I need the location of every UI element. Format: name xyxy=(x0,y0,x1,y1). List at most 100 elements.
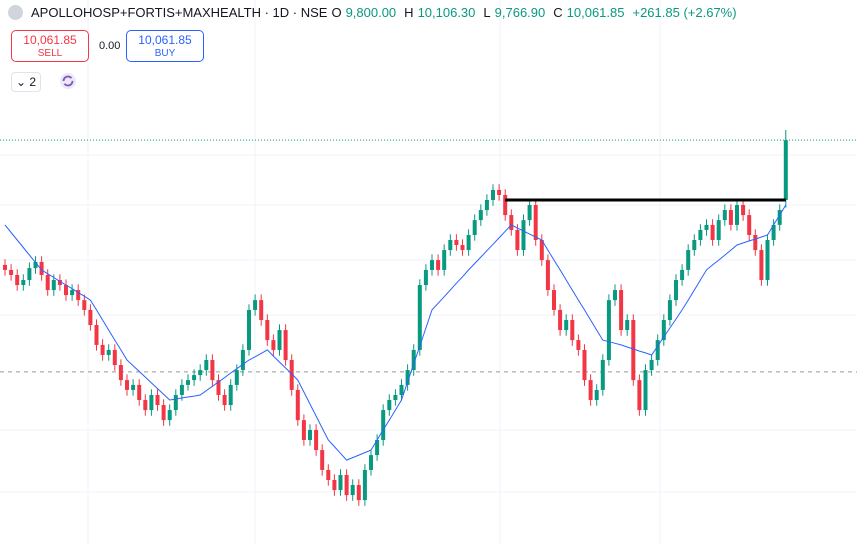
candle-body xyxy=(240,349,245,371)
candle-body xyxy=(33,261,38,269)
ohlc-value: 9,800.00 xyxy=(345,5,397,20)
candle-body xyxy=(9,269,14,275)
candle-body xyxy=(552,290,556,310)
candle-body xyxy=(167,410,172,421)
candle-body xyxy=(222,394,227,406)
candle-body xyxy=(51,280,56,291)
candle-body xyxy=(771,224,776,240)
candle-body xyxy=(94,325,99,345)
candle-body xyxy=(283,330,288,360)
ohlc-value: 9,766.90 xyxy=(494,5,546,20)
candle-body xyxy=(173,394,178,411)
candle-body xyxy=(430,260,434,270)
candle-body xyxy=(484,200,489,211)
sync-ring xyxy=(62,75,74,87)
candle-body xyxy=(631,320,636,381)
candle-body xyxy=(186,380,190,385)
candle-body xyxy=(106,349,111,355)
buy-label: BUY xyxy=(154,48,176,59)
candle-body xyxy=(100,344,105,355)
candle-body xyxy=(661,320,666,341)
candle-body xyxy=(216,380,221,395)
candle-body xyxy=(210,360,215,381)
candle-body xyxy=(70,290,75,296)
ohlc-key: C xyxy=(553,5,563,20)
symbol-logo xyxy=(8,5,23,20)
buy-button[interactable]: 10,061.85 BUY xyxy=(126,30,204,62)
candle-body xyxy=(606,300,611,360)
candle-body xyxy=(192,375,197,381)
candle-body xyxy=(76,290,81,301)
candle-body xyxy=(637,380,642,411)
candle-body xyxy=(588,380,593,400)
candle-body xyxy=(497,189,502,195)
ohlc-value: 10,061.85 xyxy=(566,5,625,20)
candle-body xyxy=(582,349,587,381)
candle-body xyxy=(45,274,50,291)
candle-body xyxy=(259,300,264,320)
candle-body xyxy=(21,280,26,286)
candle-body xyxy=(399,384,404,395)
indicator-count: 2 xyxy=(29,75,37,89)
candle-body xyxy=(149,394,154,411)
candle-body xyxy=(722,210,727,221)
change: +261.85 (+2.67%) xyxy=(632,5,737,20)
candle-body xyxy=(320,450,325,470)
candle-body xyxy=(509,215,514,230)
candle-body xyxy=(3,264,7,270)
candle-body xyxy=(777,210,782,225)
candle-body xyxy=(375,440,380,456)
candle-body xyxy=(674,280,678,301)
sell-label: SELL xyxy=(37,48,63,59)
candle-body xyxy=(491,189,495,200)
candle-body xyxy=(161,405,166,421)
candle-body xyxy=(338,474,343,491)
candle-body xyxy=(253,300,258,310)
candle-body xyxy=(527,205,532,221)
candle-body xyxy=(600,360,605,390)
candle-body xyxy=(27,268,32,280)
candle-body xyxy=(613,290,617,301)
candle-body xyxy=(545,260,550,291)
candle-body xyxy=(753,234,758,251)
candle-body xyxy=(411,349,416,371)
candle-body xyxy=(344,474,349,496)
sell-price: 10,061.85 xyxy=(23,33,77,47)
candle-body xyxy=(436,260,441,270)
indicator-toggle[interactable]: ⌄ 2 xyxy=(11,72,41,92)
candle-body xyxy=(747,215,752,235)
candle-body xyxy=(454,240,459,246)
candle-body xyxy=(594,389,599,400)
candle-body xyxy=(680,269,685,280)
candle-body xyxy=(125,380,129,390)
candle-body xyxy=(667,300,672,320)
candle-body xyxy=(326,469,331,480)
candle-body xyxy=(228,384,233,406)
candle-body xyxy=(442,250,447,270)
candle-body xyxy=(271,340,276,350)
sell-button[interactable]: 10,061.85 SELL xyxy=(11,30,89,62)
candle-body xyxy=(295,389,300,421)
candle-body xyxy=(417,285,422,350)
candle-body xyxy=(503,194,508,216)
candle-body xyxy=(539,240,544,261)
ohlc-value: 10,106.30 xyxy=(417,5,476,20)
candle-body xyxy=(759,250,764,280)
candle-body xyxy=(234,370,239,385)
candle-body xyxy=(625,320,630,331)
candle-body xyxy=(466,234,471,251)
candle-body xyxy=(314,429,319,451)
sync-icon[interactable] xyxy=(60,73,76,89)
moving-average xyxy=(4,204,787,461)
candle-body xyxy=(570,320,575,341)
candle-body xyxy=(350,485,355,496)
candle-body xyxy=(741,205,746,216)
candle-body xyxy=(576,340,581,350)
candle-body xyxy=(247,309,251,350)
candle-body xyxy=(265,320,270,341)
candle-body xyxy=(369,455,373,470)
candle-body xyxy=(131,384,136,390)
candle-body xyxy=(82,300,87,310)
candle-body xyxy=(692,240,697,251)
